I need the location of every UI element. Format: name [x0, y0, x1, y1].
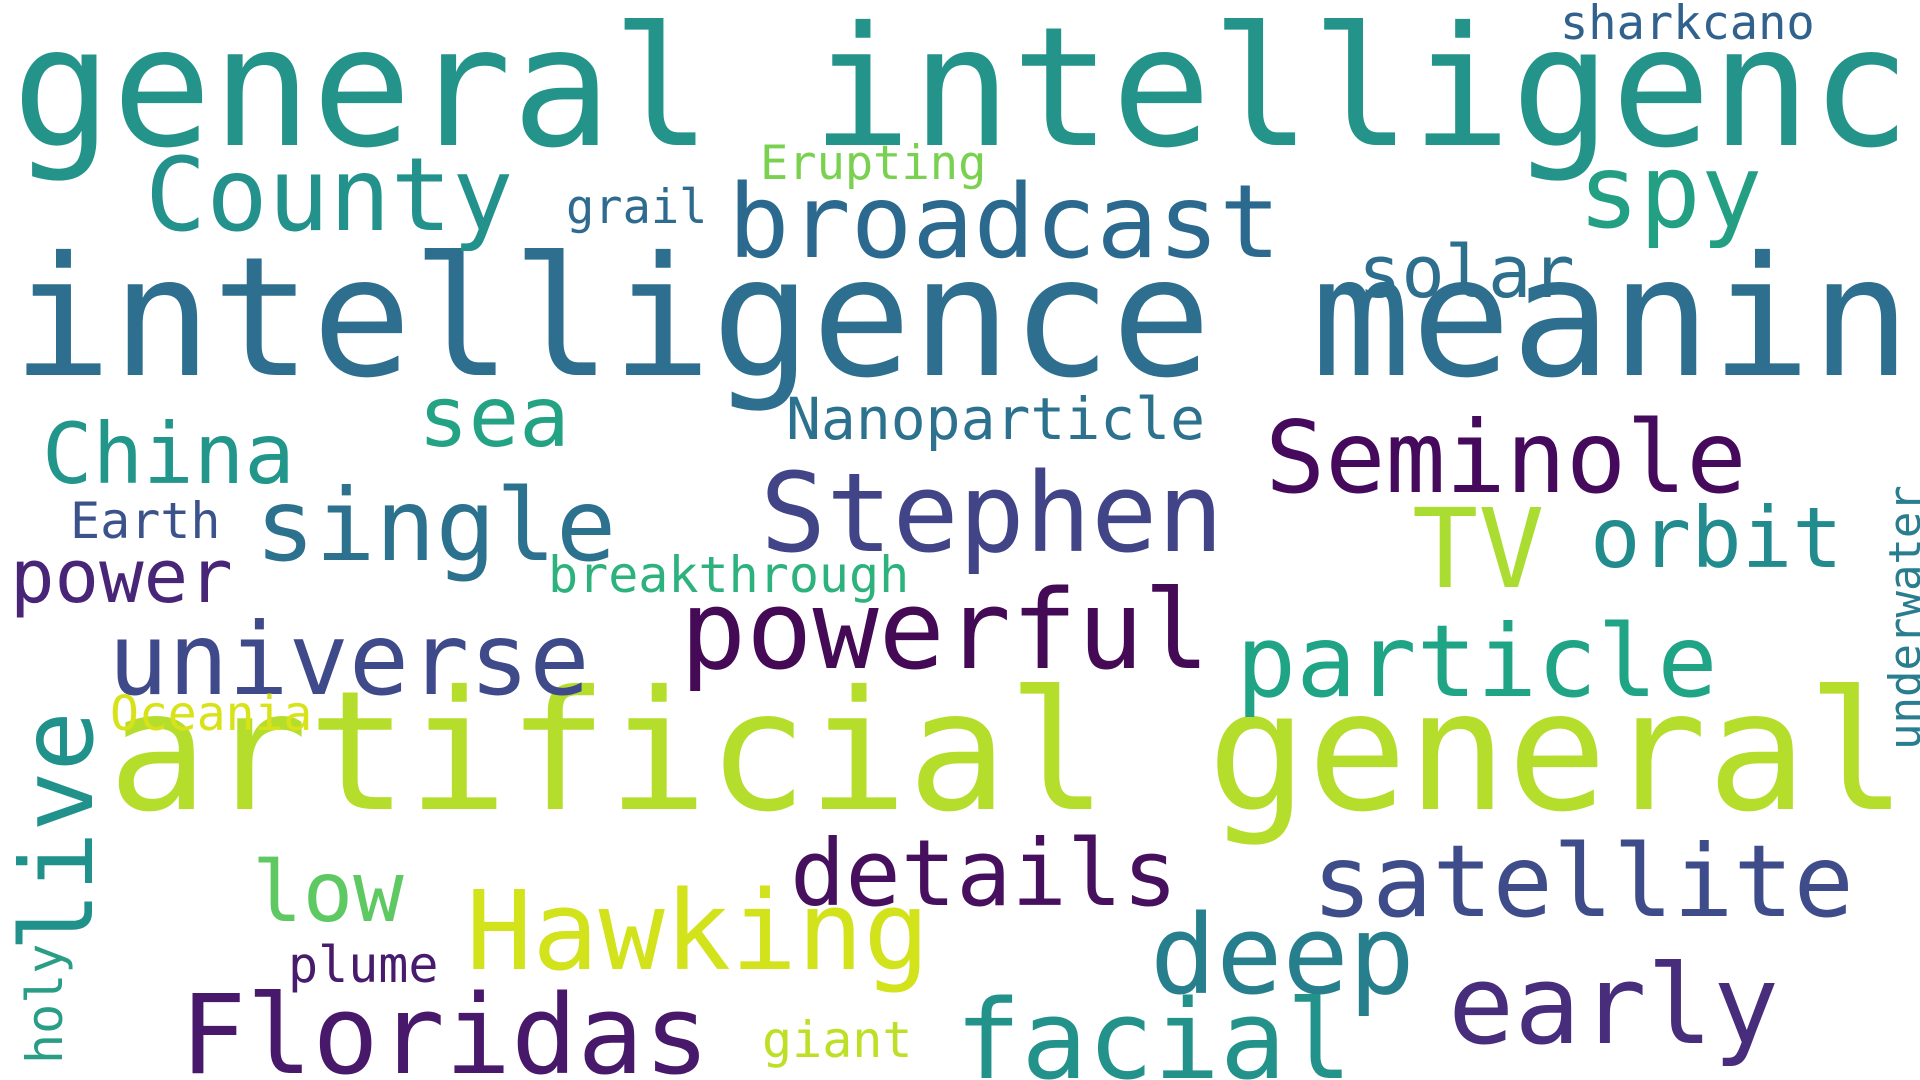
- word-intelligence-meaning: intelligence meaning: [12, 222, 1920, 415]
- word-holy: holy: [16, 943, 74, 1064]
- word-breakthrough: breakthrough: [548, 546, 910, 604]
- word-satellite: satellite: [1312, 823, 1854, 940]
- word-grail: grail: [566, 180, 708, 235]
- word-live: live: [0, 711, 116, 952]
- word-floridas: Floridas: [180, 971, 710, 1080]
- word-seminole: Seminole: [1265, 399, 1747, 516]
- word-details: details: [790, 820, 1178, 927]
- word-hawking: Hawking: [466, 867, 930, 995]
- word-single: single: [255, 467, 617, 584]
- word-tv: TV: [1412, 485, 1545, 613]
- word-nanoparticle: Nanoparticle: [786, 385, 1206, 453]
- word-facial: facial: [955, 976, 1353, 1080]
- word-stephen: Stephen: [760, 449, 1224, 577]
- word-sea: sea: [418, 368, 570, 466]
- word-power: power: [10, 534, 233, 620]
- word-deep: deep: [1150, 891, 1415, 1019]
- word-particle: particle: [1236, 603, 1718, 720]
- word-china: China: [42, 405, 295, 503]
- word-powerful: powerful: [680, 566, 1210, 694]
- word-orbit: orbit: [1590, 489, 1843, 587]
- word-underwater: underwater: [1880, 485, 1920, 750]
- word-oceania: Oceania: [110, 686, 313, 742]
- word-artificial-general: artificial general: [108, 656, 1907, 849]
- word-low: low: [252, 843, 404, 941]
- word-giant: giant: [762, 1011, 913, 1069]
- word-general-intelligence: general intelligence: [12, 0, 1920, 185]
- word-broadcast: broadcast: [728, 163, 1281, 282]
- word-early: early: [1448, 941, 1780, 1069]
- word-erupting: Erupting: [760, 136, 987, 191]
- word-plume: plume: [288, 936, 439, 994]
- word-spy: spy: [1578, 133, 1763, 252]
- word-solar: solar: [1358, 230, 1575, 314]
- word-sharkcano: sharkcano: [1560, 0, 1815, 51]
- word-universe: universe: [108, 601, 590, 718]
- word-earth: Earth: [70, 492, 221, 550]
- word-county: County: [145, 136, 514, 255]
